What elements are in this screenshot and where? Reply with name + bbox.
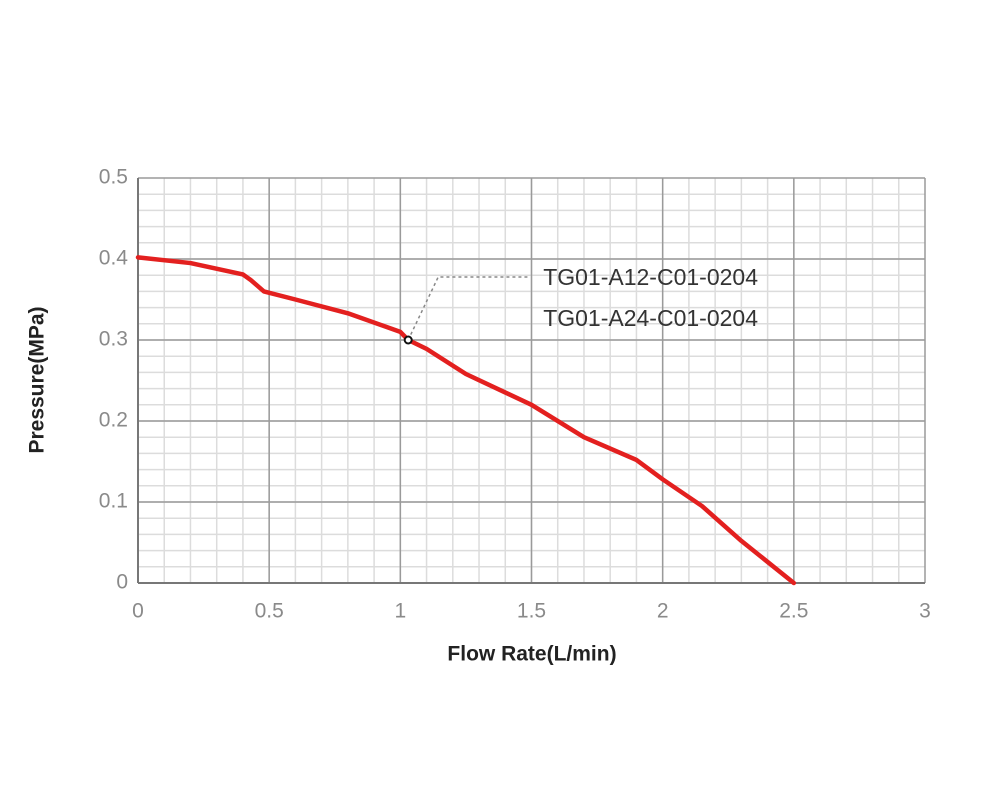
x-tick-label: 3 [919, 600, 931, 623]
x-tick-label: 1 [394, 600, 406, 623]
y-tick-label: 0.2 [99, 409, 128, 432]
annotation-text: TG01-A24-C01-0204 [543, 305, 758, 331]
x-tick-label: 0.5 [255, 600, 284, 623]
x-tick-label: 1.5 [517, 600, 546, 623]
x-tick-label: 2.5 [779, 600, 808, 623]
y-tick-label: 0.3 [99, 328, 128, 351]
y-axis-title: Pressure(MPa) [26, 306, 49, 453]
y-tick-label: 0.1 [99, 490, 128, 513]
y-tick-label: 0.5 [99, 166, 128, 189]
y-tick-label: 0.4 [99, 247, 129, 270]
y-tick-label: 0 [116, 571, 128, 594]
annotation-text: TG01-A12-C01-0204 [543, 264, 758, 290]
annotation-point [403, 335, 413, 345]
data-line [135, 255, 797, 586]
x-axis-title: Flow Rate(L/min) [447, 643, 616, 666]
x-tick-label: 2 [657, 600, 669, 623]
x-tick-label: 0 [132, 600, 144, 623]
